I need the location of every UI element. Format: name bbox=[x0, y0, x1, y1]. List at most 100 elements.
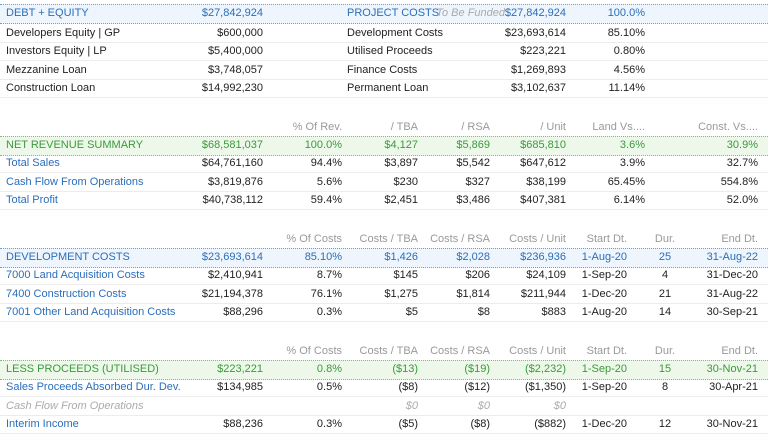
cell: ($8) bbox=[470, 418, 490, 431]
amount: $223,221 bbox=[520, 45, 566, 57]
row-separator bbox=[0, 191, 768, 211]
column-header: % Of Costs bbox=[286, 345, 342, 357]
cell: 14 bbox=[658, 306, 672, 319]
cell: $407,381 bbox=[520, 194, 566, 207]
cell: ($12) bbox=[464, 381, 490, 393]
cell: 30-Nov-21 bbox=[706, 363, 758, 375]
column-header: / RSA bbox=[461, 121, 490, 133]
cell: 0.3% bbox=[316, 418, 342, 431]
column-header: Const. Vs.... bbox=[698, 121, 758, 133]
cell: $883 bbox=[541, 306, 566, 319]
cell: $1,814 bbox=[456, 287, 490, 300]
row-label[interactable]: Cash Flow From Operations bbox=[6, 175, 144, 188]
percent: 4.56% bbox=[613, 64, 645, 76]
cell: 8 bbox=[661, 381, 669, 393]
cell: ($19) bbox=[464, 363, 490, 375]
total: $27,842,924 bbox=[504, 7, 566, 19]
row-label: Finance Costs bbox=[347, 64, 418, 76]
column-header: End Dt. bbox=[721, 233, 758, 245]
cell: $327 bbox=[465, 175, 490, 188]
row-label: Construction Loan bbox=[6, 82, 96, 94]
cell: 0.3% bbox=[316, 306, 342, 319]
cell: $236,936 bbox=[520, 251, 566, 263]
cell: ($882) bbox=[534, 418, 566, 431]
header-band bbox=[0, 248, 768, 268]
total: $27,842,924 bbox=[201, 7, 263, 19]
cell: 3.9% bbox=[619, 157, 645, 169]
row-separator bbox=[0, 154, 768, 173]
cell: 5.6% bbox=[316, 175, 342, 188]
amount: $21,194,378 bbox=[201, 287, 263, 300]
cell: 31-Dec-20 bbox=[706, 269, 758, 281]
row-label[interactable]: 7400 Construction Costs bbox=[6, 287, 127, 300]
column-header: / TBA bbox=[390, 121, 418, 133]
cell: 100.0% bbox=[304, 139, 342, 151]
cell: $24,109 bbox=[526, 269, 566, 281]
cell: 1-Aug-20 bbox=[581, 251, 627, 263]
row-label: Developers Equity | GP bbox=[6, 27, 121, 39]
row-separator bbox=[0, 415, 768, 435]
cell: 1-Sep-20 bbox=[581, 381, 627, 393]
cell: 3.6% bbox=[619, 139, 645, 151]
cell: $3,486 bbox=[456, 194, 490, 207]
row-label[interactable]: Interim Income bbox=[6, 418, 79, 431]
row-separator bbox=[0, 42, 768, 61]
amount: $600,000 bbox=[217, 27, 263, 39]
cell: 32.7% bbox=[726, 157, 758, 169]
column-header: Costs / TBA bbox=[359, 233, 418, 245]
row-separator bbox=[0, 303, 768, 323]
column-header: Dur. bbox=[654, 345, 676, 357]
amount: $23,693,614 bbox=[504, 27, 566, 39]
amount: $88,296 bbox=[223, 306, 263, 319]
cell: 65.45% bbox=[607, 175, 645, 188]
row-label[interactable]: Total Sales bbox=[6, 157, 60, 169]
percent: 0.80% bbox=[613, 45, 645, 57]
cell: 1-Dec-20 bbox=[581, 418, 627, 431]
column-header: % Of Costs bbox=[286, 233, 342, 245]
section-title: DEBT + EQUITY bbox=[6, 7, 89, 19]
cell: 4 bbox=[661, 269, 669, 281]
cell: 25 bbox=[658, 251, 672, 263]
column-header: Costs / Unit bbox=[509, 233, 566, 245]
row-label[interactable]: 7000 Land Acquisition Costs bbox=[6, 269, 145, 281]
cell: $5,869 bbox=[456, 139, 490, 151]
header-band bbox=[0, 4, 768, 24]
amount: $3,102,637 bbox=[510, 82, 566, 94]
cell: 30-Apr-21 bbox=[709, 381, 758, 393]
column-header: Dur. bbox=[654, 233, 676, 245]
cell: ($1,350) bbox=[525, 381, 566, 393]
amount: $5,400,000 bbox=[207, 45, 263, 57]
cell: 15 bbox=[658, 363, 672, 375]
column-header: Start Dt. bbox=[586, 233, 627, 245]
cell: 0.8% bbox=[316, 363, 342, 375]
header-band bbox=[0, 136, 768, 156]
amount: $68,581,037 bbox=[201, 139, 263, 151]
row-label: DEVELOPMENT COSTS bbox=[6, 251, 130, 263]
amount: $1,269,893 bbox=[510, 64, 566, 76]
amount: $3,748,057 bbox=[207, 64, 263, 76]
cell: $0 bbox=[553, 399, 566, 412]
row-label: LESS PROCEEDS (UTILISED) bbox=[6, 363, 159, 375]
column-header: Start Dt. bbox=[586, 345, 627, 357]
cell: 554.8% bbox=[720, 175, 758, 188]
column-header: / Unit bbox=[540, 121, 566, 133]
column-header: Costs / RSA bbox=[430, 233, 490, 245]
cell: 8.7% bbox=[316, 269, 342, 281]
percent: 11.14% bbox=[608, 82, 646, 94]
amount: $223,221 bbox=[217, 363, 263, 375]
cell: ($2,232) bbox=[525, 363, 566, 375]
row-label[interactable]: Total Profit bbox=[6, 194, 58, 207]
row-label[interactable]: 7001 Other Land Acquisition Costs bbox=[6, 306, 176, 319]
row-label[interactable]: Sales Proceeds Absorbed Dur. Dev. bbox=[6, 381, 181, 393]
cell: $206 bbox=[465, 269, 490, 281]
row-separator bbox=[0, 61, 768, 80]
cell: $685,810 bbox=[520, 139, 566, 151]
cell: 52.0% bbox=[726, 194, 758, 207]
cell: 94.4% bbox=[310, 157, 342, 169]
cell: $230 bbox=[393, 175, 418, 188]
cell: 30-Nov-21 bbox=[706, 418, 758, 431]
cell: 1-Dec-20 bbox=[581, 287, 627, 300]
cell: $1,426 bbox=[384, 251, 418, 263]
column-header: End Dt. bbox=[721, 345, 758, 357]
